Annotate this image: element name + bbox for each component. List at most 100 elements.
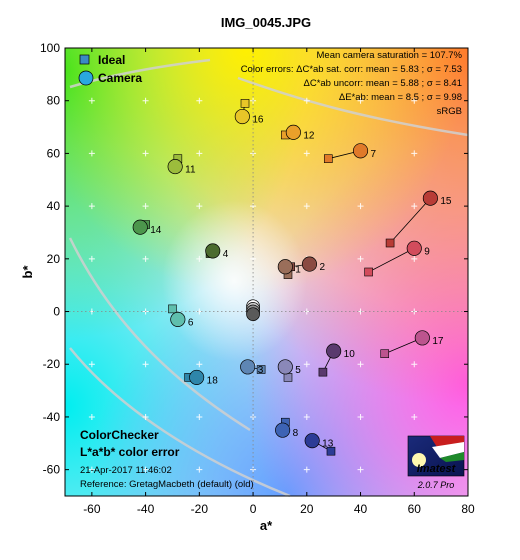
legend-ideal-swatch xyxy=(79,54,90,65)
ideal-marker xyxy=(318,367,328,377)
camera-marker xyxy=(277,359,293,375)
legend-ideal-label: Ideal xyxy=(98,53,125,67)
grid-marker xyxy=(303,361,310,368)
camera-marker xyxy=(326,343,342,359)
x-tick-label: 20 xyxy=(300,502,314,516)
y-tick-label: -60 xyxy=(43,463,61,477)
camera-marker xyxy=(304,433,320,449)
ideal-marker xyxy=(256,365,266,374)
annotation-date: 21-Apr-2017 11:46:02 xyxy=(80,465,172,476)
error-line xyxy=(368,247,415,273)
patch-label: 3 xyxy=(258,365,264,376)
legend-camera-label: Camera xyxy=(98,71,142,85)
error-line xyxy=(389,197,431,244)
ideal-marker xyxy=(326,446,336,456)
stats-box: Mean camera saturation = 107.7% Color er… xyxy=(241,50,463,117)
camera-markers xyxy=(132,108,438,449)
patch-label: 4 xyxy=(223,249,229,260)
patch-label: 12 xyxy=(303,130,315,141)
grid-marker xyxy=(142,361,149,368)
grid-marker xyxy=(142,97,149,104)
patch-label: 7 xyxy=(371,149,377,160)
grid-marker xyxy=(411,97,418,104)
camera-marker xyxy=(167,159,183,175)
logo-version: 2.0.7 Pro xyxy=(417,480,455,490)
grid-marker xyxy=(303,413,310,420)
camera-marker xyxy=(406,240,422,256)
grid-marker xyxy=(142,466,149,473)
camera-marker xyxy=(422,190,438,206)
grid-marker xyxy=(303,203,310,210)
x-tick-label: 60 xyxy=(408,502,422,516)
neutral-patches xyxy=(246,299,260,322)
patch-label: 17 xyxy=(432,336,444,347)
grid-marker xyxy=(357,97,364,104)
y-axis-label: b* xyxy=(20,265,35,279)
patch-label: 11 xyxy=(185,165,196,176)
grid-marker xyxy=(88,255,95,262)
camera-marker xyxy=(301,256,318,272)
grid-marker xyxy=(357,255,364,262)
camera-marker xyxy=(189,369,205,385)
patch-label: 9 xyxy=(424,246,430,257)
grid-marker xyxy=(357,361,364,368)
ideal-marker xyxy=(364,267,373,277)
y-tick-label: 20 xyxy=(47,252,61,266)
grid-marker xyxy=(303,308,310,315)
ideal-marker xyxy=(168,304,177,314)
y-tick-label: 100 xyxy=(40,41,60,55)
grid-marker xyxy=(411,255,418,262)
camera-marker xyxy=(205,243,221,259)
neutral-patch-marker xyxy=(246,307,260,322)
camera-marker xyxy=(170,311,186,327)
patch-label: 16 xyxy=(252,115,264,126)
grid-marker xyxy=(196,255,203,262)
ideal-marker xyxy=(283,373,293,382)
camera-marker xyxy=(277,259,293,275)
camera-marker xyxy=(240,359,256,375)
grid-marker xyxy=(411,413,418,420)
y-tick-label: 60 xyxy=(47,146,61,160)
x-tick-label: -60 xyxy=(83,502,101,516)
stats-saturation: Mean camera saturation = 107.7% xyxy=(317,50,463,61)
y-tick-label: 40 xyxy=(47,199,61,213)
grid-marker xyxy=(196,413,203,420)
axis-tick-labels: -60 -40 -20 0 20 40 60 80 -60 -40 -20 0 20 40 60 80 100 xyxy=(40,41,475,516)
x-tick-label: -20 xyxy=(191,502,209,516)
ideal-marker xyxy=(323,154,333,163)
grid-marker xyxy=(411,361,418,368)
camera-marker xyxy=(285,124,301,140)
grid-marker xyxy=(142,150,149,157)
grid-marker xyxy=(303,466,310,473)
grid-marker xyxy=(250,466,257,473)
grid-marker xyxy=(357,203,364,210)
x-tick-label: 0 xyxy=(250,502,257,516)
patch-label: 10 xyxy=(344,349,356,360)
patch-label: 5 xyxy=(295,365,301,376)
stats-colorspace: sRGB xyxy=(437,106,462,117)
x-tick-label: -40 xyxy=(137,502,155,516)
plot-frame xyxy=(64,47,469,497)
grid-marker xyxy=(357,308,364,315)
axis-ticks xyxy=(65,47,469,496)
patch-label: 6 xyxy=(188,317,194,328)
grid-marker xyxy=(411,203,418,210)
grid-marker xyxy=(196,466,203,473)
y-tick-label: -20 xyxy=(43,357,61,371)
patch-label: 18 xyxy=(207,375,219,386)
camera-marker xyxy=(414,330,430,346)
y-tick-label: 80 xyxy=(47,94,61,108)
grid-marker xyxy=(303,150,310,157)
patch-label: 15 xyxy=(440,196,452,207)
grid-marker xyxy=(303,97,310,104)
stats-delta-e: ΔE*ab: mean = 8.5 ; σ = 9.98 xyxy=(339,92,462,103)
ideal-marker xyxy=(240,99,250,108)
annotation-subtitle: L*a*b* color error xyxy=(80,445,180,459)
grid-marker xyxy=(88,203,95,210)
axis-zero-lines xyxy=(65,48,468,496)
annotation-reference: Reference: GretagMacbeth (default) (old) xyxy=(80,479,254,490)
grid-marker xyxy=(196,150,203,157)
grid-marker xyxy=(411,150,418,157)
grid-marker xyxy=(357,466,364,473)
